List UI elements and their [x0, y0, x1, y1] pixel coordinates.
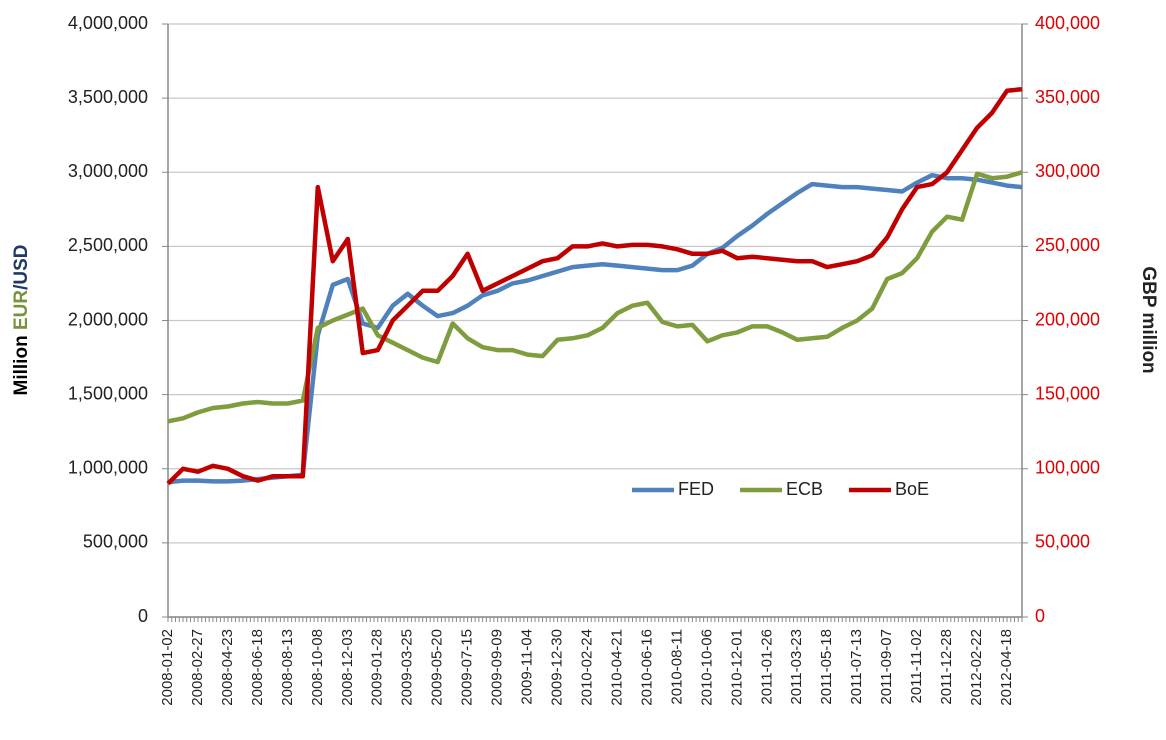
x-tick-label: 2011-09-07: [878, 629, 895, 705]
x-tick-label: 2012-04-18: [998, 629, 1015, 706]
y-axis-title: Million EUR/USD: [11, 245, 32, 396]
x-tick-label: 2009-11-04: [519, 629, 536, 705]
y-tick-label: 1,500,000: [68, 383, 148, 403]
x-tick-label: 2010-08-11: [668, 629, 685, 705]
y-tick-label: 3,500,000: [68, 87, 148, 107]
series-line: [167, 172, 1023, 485]
x-tick-label: 2010-06-16: [638, 629, 655, 706]
x-tick-label: 2009-03-25: [399, 629, 416, 706]
x-tick-label: 2010-04-21: [608, 629, 625, 706]
x-tick-label: 2011-07-13: [848, 629, 865, 705]
x-tick-label: 2012-02-22: [968, 629, 985, 706]
legend-label: BoE: [895, 479, 929, 499]
x-tick-label: 2008-06-18: [249, 629, 266, 706]
y2-tick-label: 200,000: [1035, 309, 1100, 329]
x-tick-label: 2011-11-02: [908, 629, 925, 704]
x-tick-label: 2011-05-18: [818, 629, 835, 705]
x-tick-label: 2008-12-03: [339, 629, 356, 706]
legend-label: FED: [678, 479, 714, 499]
y-tick-label: 2,500,000: [68, 235, 148, 255]
x-tick-label: 2008-01-02: [159, 629, 176, 706]
x-tick-label: 2009-05-20: [429, 629, 446, 706]
y2-tick-label: 100,000: [1035, 458, 1100, 478]
x-tick-label: 2009-07-15: [459, 629, 476, 706]
y-tick-label: 500,000: [83, 532, 148, 552]
y-tick-label: 3,000,000: [68, 161, 148, 181]
y-tick-label: 1,000,000: [68, 458, 148, 478]
y-tick-label: 2,000,000: [68, 309, 148, 329]
y2-axis-title: GBP million: [1138, 266, 1159, 373]
series-line: [167, 170, 1023, 424]
x-tick-label: 2008-10-08: [309, 629, 326, 706]
x-tick-label: 2008-04-23: [219, 629, 236, 706]
y2-tick-label: 0: [1035, 606, 1045, 626]
x-tick-label: 2009-01-28: [369, 629, 386, 706]
x-tick-label: 2011-03-23: [788, 629, 805, 705]
y-axis-title-part: EUR: [11, 290, 32, 330]
y-axis-title-part: Million: [11, 335, 32, 395]
y2-tick-label: 250,000: [1035, 235, 1100, 255]
y-tick-label: 4,000,000: [68, 13, 148, 33]
x-tick-label: 2010-02-24: [578, 629, 595, 706]
y2-tick-label: 400,000: [1035, 13, 1100, 33]
y-tick-label: 0: [138, 606, 148, 626]
y2-tick-label: 350,000: [1035, 87, 1100, 107]
x-tick-label: 2008-02-27: [189, 629, 206, 706]
x-tick-label: 2010-12-01: [728, 629, 745, 706]
y2-tick-label: 50,000: [1035, 532, 1090, 552]
x-tick-label: 2010-10-06: [698, 629, 715, 706]
legend-label: ECB: [786, 479, 823, 499]
x-tick-label: 2008-08-13: [279, 629, 296, 706]
x-tick-label: 2011-12-28: [938, 629, 955, 705]
x-tick-label: 2009-09-09: [489, 629, 506, 706]
y2-tick-label: 300,000: [1035, 161, 1100, 181]
x-tick-label: 2009-12-30: [549, 629, 566, 706]
y2-tick-label: 150,000: [1035, 383, 1100, 403]
y-axis-title-part: /USD: [11, 245, 32, 290]
series-line: [166, 86, 1023, 486]
x-tick-label: 2011-01-26: [758, 629, 775, 705]
